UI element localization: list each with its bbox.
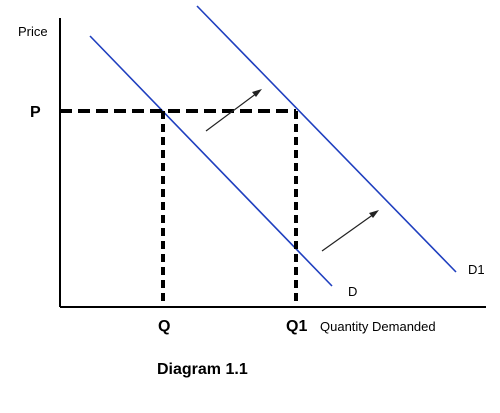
diagram-caption: Diagram 1.1: [157, 361, 248, 378]
demand-curve-d: [89, 35, 333, 287]
shift-arrow-lower: [321, 210, 379, 252]
series-label-d: D: [348, 284, 357, 299]
x-tick-label-q: Q: [158, 318, 170, 335]
x-axis-label: Quantity Demanded: [320, 319, 436, 334]
y-tick-label-p: P: [30, 104, 41, 121]
series-label-d1: D1: [468, 262, 485, 277]
shift-arrow-upper: [205, 89, 262, 132]
demand-curve-d1: [196, 5, 457, 273]
x-tick-label-q1: Q1: [286, 318, 307, 335]
y-axis-label: Price: [18, 24, 48, 39]
